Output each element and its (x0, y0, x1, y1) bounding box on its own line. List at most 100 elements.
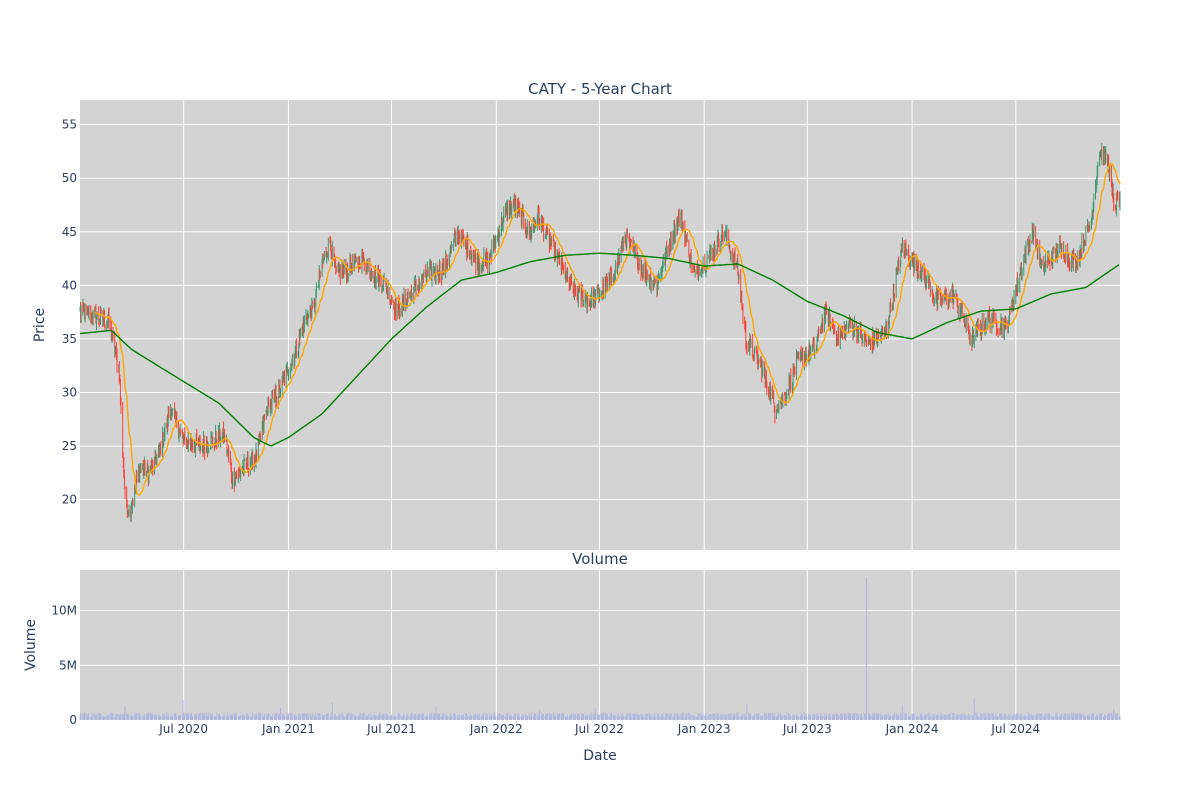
volume-bar (196, 714, 198, 720)
volume-bar (964, 713, 965, 720)
volume-bar (742, 713, 744, 720)
volume-bar (640, 713, 642, 720)
volume-bar (757, 716, 759, 720)
volume-bar (621, 712, 623, 720)
volume-bar (786, 712, 788, 720)
volume-bar (373, 714, 375, 720)
volume-bar (653, 716, 655, 720)
volume-bar (176, 716, 178, 720)
volume-bar (118, 714, 120, 720)
volume-bar (146, 713, 148, 720)
volume-bar (797, 715, 799, 720)
volume-bar (255, 713, 257, 720)
volume-bar (79, 716, 81, 720)
volume-bar (393, 716, 395, 720)
volume-bar (696, 716, 698, 720)
volume-bar (794, 715, 796, 720)
volume-bar (680, 716, 682, 720)
volume-bar (583, 714, 584, 720)
volume-bar (1095, 716, 1096, 720)
volume-bar (362, 717, 363, 720)
volume-bar (522, 716, 524, 720)
volume-bar (1119, 716, 1121, 720)
volume-bar (421, 715, 423, 720)
volume-bar (1092, 712, 1094, 720)
volume-bar (905, 713, 907, 720)
volume-bar (576, 715, 578, 720)
volume-bar (753, 713, 755, 720)
volume-bar (251, 716, 253, 720)
volume-bar (354, 716, 356, 720)
volume-bar (262, 716, 264, 720)
volume-bar (260, 713, 261, 720)
volume-bar (953, 712, 955, 720)
volume-bar (827, 715, 829, 720)
volume-bar (973, 714, 975, 720)
volume-bar (720, 714, 722, 720)
volume-bar (1009, 717, 1010, 720)
volume-tick-label: 10M (51, 604, 77, 618)
volume-bar (227, 716, 229, 720)
volume-bar (518, 714, 520, 720)
volume-bar (897, 716, 899, 720)
volume-bar (1040, 713, 1042, 720)
volume-bar (638, 715, 640, 720)
volume-bar (591, 714, 592, 720)
volume-bar (265, 714, 267, 720)
volume-bar (331, 702, 333, 720)
volume-bar (236, 716, 238, 720)
volume-bar (622, 714, 624, 720)
volume-bar (367, 714, 369, 720)
volume-bar (383, 714, 385, 720)
volume-bar (833, 713, 834, 720)
volume-bar (183, 716, 185, 720)
volume-bar (1083, 713, 1084, 720)
volume-bar (856, 713, 858, 720)
volume-bar (1032, 716, 1034, 720)
volume-bar (389, 716, 391, 720)
volume-bar (973, 699, 975, 720)
volume-bar (154, 714, 156, 720)
volume-bar (609, 716, 611, 720)
volume-bar (569, 715, 571, 720)
volume-bar (777, 716, 779, 720)
volume-bar (935, 715, 937, 720)
volume-bar (1079, 715, 1081, 720)
volume-bar (333, 716, 335, 720)
volume-bar (134, 714, 136, 720)
volume-bar (993, 717, 995, 720)
volume-bar (195, 717, 197, 720)
volume-bar (381, 715, 383, 720)
volume-bar (275, 715, 277, 720)
volume-bar (253, 716, 255, 720)
volume-bar (633, 713, 635, 720)
volume-bar (939, 715, 941, 720)
volume-bar (606, 713, 608, 720)
volume-bar (1029, 715, 1031, 720)
volume-bar (242, 714, 244, 720)
volume-bar (240, 714, 242, 720)
volume-bar (200, 713, 202, 720)
volume-bar (154, 714, 156, 720)
volume-bar (470, 715, 472, 720)
volume-bar (1099, 715, 1100, 720)
volume-bar (932, 716, 934, 720)
volume-bar (847, 712, 849, 720)
volume-bar (131, 714, 133, 720)
volume-bar (1020, 713, 1022, 720)
volume-bar (350, 715, 351, 720)
volume-bar (768, 712, 770, 720)
volume-bar (860, 713, 862, 720)
volume-bar (928, 715, 930, 720)
volume-bar (347, 712, 349, 720)
volume-bar (234, 715, 236, 720)
volume-bar (672, 715, 674, 720)
volume-bar (989, 715, 991, 720)
volume-bar (692, 715, 694, 720)
volume-bar (745, 715, 747, 720)
volume-bar (537, 713, 539, 720)
volume-bar (375, 714, 377, 720)
volume-bar (399, 715, 401, 720)
volume-bar (194, 713, 196, 720)
date-tick-label: Jan 2024 (885, 722, 939, 736)
